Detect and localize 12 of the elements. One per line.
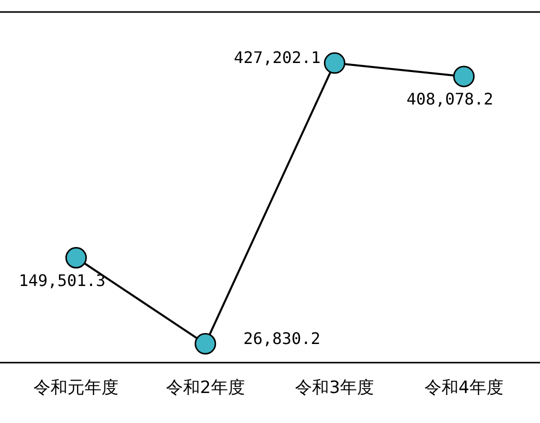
x-tick-label: 令和2年度 [166, 378, 245, 398]
point [453, 66, 475, 88]
point [194, 333, 216, 355]
data-label: 149,501.3 [18, 270, 106, 290]
data-label: 408,078.2 [406, 90, 494, 109]
point [65, 247, 87, 269]
x-tick-label: 令和元年度 [34, 378, 119, 398]
data-label: 427,202.1 [234, 48, 321, 68]
data-label: 26,830.2 [243, 328, 320, 348]
point [324, 52, 346, 74]
x-tick-label: 令和4年度 [424, 378, 504, 398]
x-tick-label: 令和3年度 [295, 378, 374, 398]
